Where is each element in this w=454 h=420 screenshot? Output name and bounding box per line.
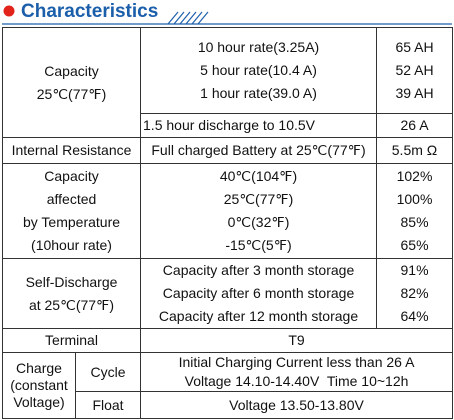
text: 64% <box>400 308 429 324</box>
cell: Internal Resistance <box>1 137 142 164</box>
cell: 10 hour rate(3.25A) 5 hour rate(10.4 A) 1 … <box>140 27 378 114</box>
cell: Full charged Battery at 25℃(77℉) <box>140 137 378 164</box>
cell: 65 AH 52 AH 39 AH <box>376 27 454 114</box>
text: Charge <box>16 360 62 376</box>
text: 25℃(77℉) <box>223 191 294 207</box>
text: Voltage 14.10-14.40V Time 10~12h <box>184 373 409 389</box>
bullet <box>3 5 15 17</box>
text: 100% <box>396 191 433 207</box>
cell: Capacity affected by Temperature (10hour ra… <box>1 163 142 259</box>
cell: 40℃(104℉) 25℃(77℉) 0℃(32℉) -15℃(5℉) <box>140 163 378 259</box>
text: 1 hour rate(39.0 A) <box>200 85 317 101</box>
text: 85% <box>400 214 429 230</box>
cell: 102% 100% 85% 65% <box>376 163 454 259</box>
text: Capacity after 6 month storage <box>162 285 355 301</box>
text: Initial Charging Current less than 26 A <box>178 354 415 370</box>
text: by Temperature <box>23 214 121 230</box>
text: (10hour rate) <box>31 237 112 253</box>
spec-table: Capacity 25℃(77℉) 10 hour rate(3.25A) 5 ho… <box>1 27 454 419</box>
text: affected <box>46 191 97 207</box>
text: 0℃(32℉) <box>227 214 290 230</box>
cell: T9 <box>140 328 454 353</box>
cell: 5.5m Ω <box>376 137 454 164</box>
cell: 26 A <box>376 113 454 138</box>
cell: Capacity 25℃(77℉) <box>1 27 142 138</box>
text: 10 hour rate(3.25A) <box>197 39 320 55</box>
header: Characteristics <box>2 1 452 25</box>
text: 40℃(104℉) <box>219 168 298 184</box>
cell: Voltage 13.50-13.80V <box>140 391 454 419</box>
text: Capacity <box>44 168 99 184</box>
cell: 1.5 hour discharge to 10.5V <box>140 113 378 138</box>
cell: Cycle <box>74 352 142 392</box>
hatch <box>167 11 209 25</box>
text: Voltage) <box>13 394 65 410</box>
cell: Float <box>74 391 142 419</box>
cell: Terminal <box>1 328 142 353</box>
cell: Self-Discharge at 25℃(77℉) <box>1 258 142 329</box>
text: 82% <box>400 285 429 301</box>
cell: Capacity after 3 month storage Capacity a… <box>140 258 378 329</box>
text: 65 AH <box>395 39 434 55</box>
text: 5 hour rate(10.4 A) <box>200 62 317 78</box>
text: 52 AH <box>395 62 434 78</box>
text: 65% <box>400 237 429 253</box>
text: 25℃(77℉) <box>36 85 107 102</box>
text: 102% <box>396 168 433 184</box>
text: Capacity after 3 month storage <box>162 262 355 278</box>
text: at 25℃(77℉) <box>28 296 115 313</box>
cell: Charge (constant Voltage) <box>2 352 76 419</box>
text: 39 AH <box>395 85 434 101</box>
title: Characteristics <box>21 1 158 22</box>
text: 91% <box>400 262 429 278</box>
text: (constant <box>10 377 68 393</box>
text: Capacity <box>44 62 99 79</box>
cell: 91% 82% 64% <box>376 258 454 329</box>
text: Self-Discharge <box>25 273 118 290</box>
text: Capacity after 12 month storage <box>158 308 359 324</box>
cell: Initial Charging Current less than 26 A V… <box>140 352 454 392</box>
text: -15℃(5℉) <box>225 237 292 253</box>
